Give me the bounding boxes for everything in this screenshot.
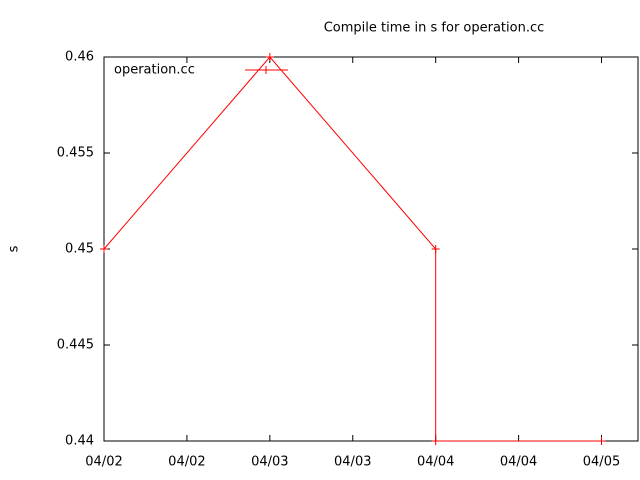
data-point	[597, 437, 606, 445]
data-point	[431, 437, 440, 445]
x-tick-label: 04/02	[85, 455, 122, 470]
data-point	[431, 245, 440, 253]
x-tick-label: 04/04	[417, 455, 454, 470]
x-tick-label: 04/03	[334, 455, 371, 470]
legend-marker	[262, 66, 270, 74]
x-tick-label: 04/04	[500, 455, 537, 470]
y-tick-label: 0.45	[65, 242, 94, 257]
chart-title: Compile time in s for operation.cc	[324, 21, 545, 36]
y-tick-label: 0.445	[57, 338, 94, 353]
y-tick-label: 0.46	[65, 50, 94, 65]
y-tick-label: 0.455	[57, 146, 94, 161]
y-tick-label: 0.44	[65, 434, 94, 449]
legend-label: operation.cc	[114, 63, 195, 78]
x-tick-label: 04/02	[168, 455, 205, 470]
data-point	[100, 245, 108, 253]
x-tick-label: 04/05	[583, 455, 620, 470]
y-axis-label: s	[7, 245, 22, 252]
x-tick-label: 04/03	[251, 455, 288, 470]
data-point	[265, 53, 274, 61]
